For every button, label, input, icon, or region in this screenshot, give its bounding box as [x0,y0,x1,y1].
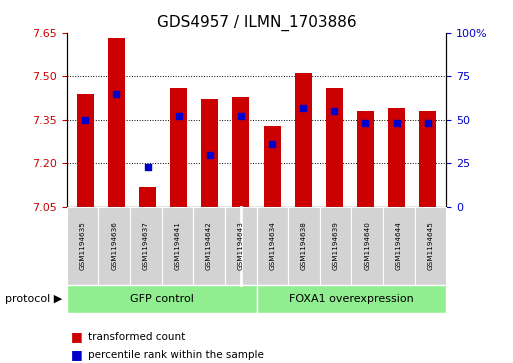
Point [392,121,401,126]
Text: transformed count: transformed count [88,332,186,342]
Bar [357,111,374,207]
Point [361,121,369,126]
Text: GSM1194635: GSM1194635 [80,221,86,270]
Text: GSM1194640: GSM1194640 [364,221,370,270]
Bar [294,73,312,207]
Bar [232,97,249,207]
Point [144,164,152,170]
Text: GSM1194639: GSM1194639 [332,221,339,270]
Bar [388,108,405,207]
Point [330,108,339,114]
Bar [201,99,219,207]
Bar [170,88,187,207]
Point [299,105,307,110]
Bar [139,187,156,207]
Title: GDS4957 / ILMN_1703886: GDS4957 / ILMN_1703886 [156,15,357,31]
Text: GSM1194641: GSM1194641 [174,221,181,270]
Text: ■: ■ [71,330,83,343]
Text: GSM1194637: GSM1194637 [143,221,149,270]
Point [268,141,276,147]
Text: GSM1194634: GSM1194634 [269,221,275,270]
Bar [264,126,281,207]
Bar [326,88,343,207]
Point [206,152,214,158]
Text: GSM1194642: GSM1194642 [206,221,212,270]
Bar [108,38,125,207]
Text: protocol ▶: protocol ▶ [5,294,63,304]
Point [237,113,245,119]
Text: GSM1194636: GSM1194636 [111,221,117,270]
Point [174,113,183,119]
Point [424,121,432,126]
Text: FOXA1 overexpression: FOXA1 overexpression [289,294,414,304]
Point [81,117,89,123]
Bar [77,94,94,207]
Text: GSM1194645: GSM1194645 [427,221,433,270]
Text: percentile rank within the sample: percentile rank within the sample [88,350,264,360]
Text: ■: ■ [71,348,83,362]
Bar [419,111,436,207]
Text: GSM1194643: GSM1194643 [238,221,244,270]
Text: GSM1194644: GSM1194644 [396,221,402,270]
Text: GSM1194638: GSM1194638 [301,221,307,270]
Point [112,91,121,97]
Text: GFP control: GFP control [130,294,193,304]
